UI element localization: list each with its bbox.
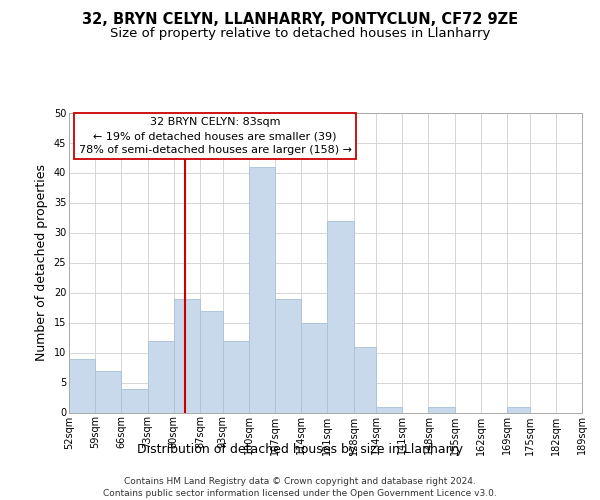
Bar [95, 370, 121, 412]
Bar [353, 346, 376, 412]
Bar [328, 220, 353, 412]
Bar [223, 340, 249, 412]
Bar [428, 406, 455, 412]
Text: 32, BRYN CELYN, LLANHARRY, PONTYCLUN, CF72 9ZE: 32, BRYN CELYN, LLANHARRY, PONTYCLUN, CF… [82, 12, 518, 28]
Text: Contains HM Land Registry data © Crown copyright and database right 2024.: Contains HM Land Registry data © Crown c… [124, 478, 476, 486]
Bar [148, 340, 174, 412]
Bar [376, 406, 402, 412]
Text: Contains public sector information licensed under the Open Government Licence v3: Contains public sector information licen… [103, 489, 497, 498]
Bar [69, 358, 95, 412]
Bar [507, 406, 530, 412]
Text: Size of property relative to detached houses in Llanharry: Size of property relative to detached ho… [110, 28, 490, 40]
Bar [174, 298, 200, 412]
Y-axis label: Number of detached properties: Number of detached properties [35, 164, 48, 361]
Bar [121, 388, 148, 412]
Text: 32 BRYN CELYN: 83sqm
← 19% of detached houses are smaller (39)
78% of semi-detac: 32 BRYN CELYN: 83sqm ← 19% of detached h… [79, 117, 352, 155]
Text: Distribution of detached houses by size in Llanharry: Distribution of detached houses by size … [137, 442, 463, 456]
Bar [301, 322, 328, 412]
Bar [275, 298, 301, 412]
Bar [249, 166, 275, 412]
Bar [200, 310, 223, 412]
